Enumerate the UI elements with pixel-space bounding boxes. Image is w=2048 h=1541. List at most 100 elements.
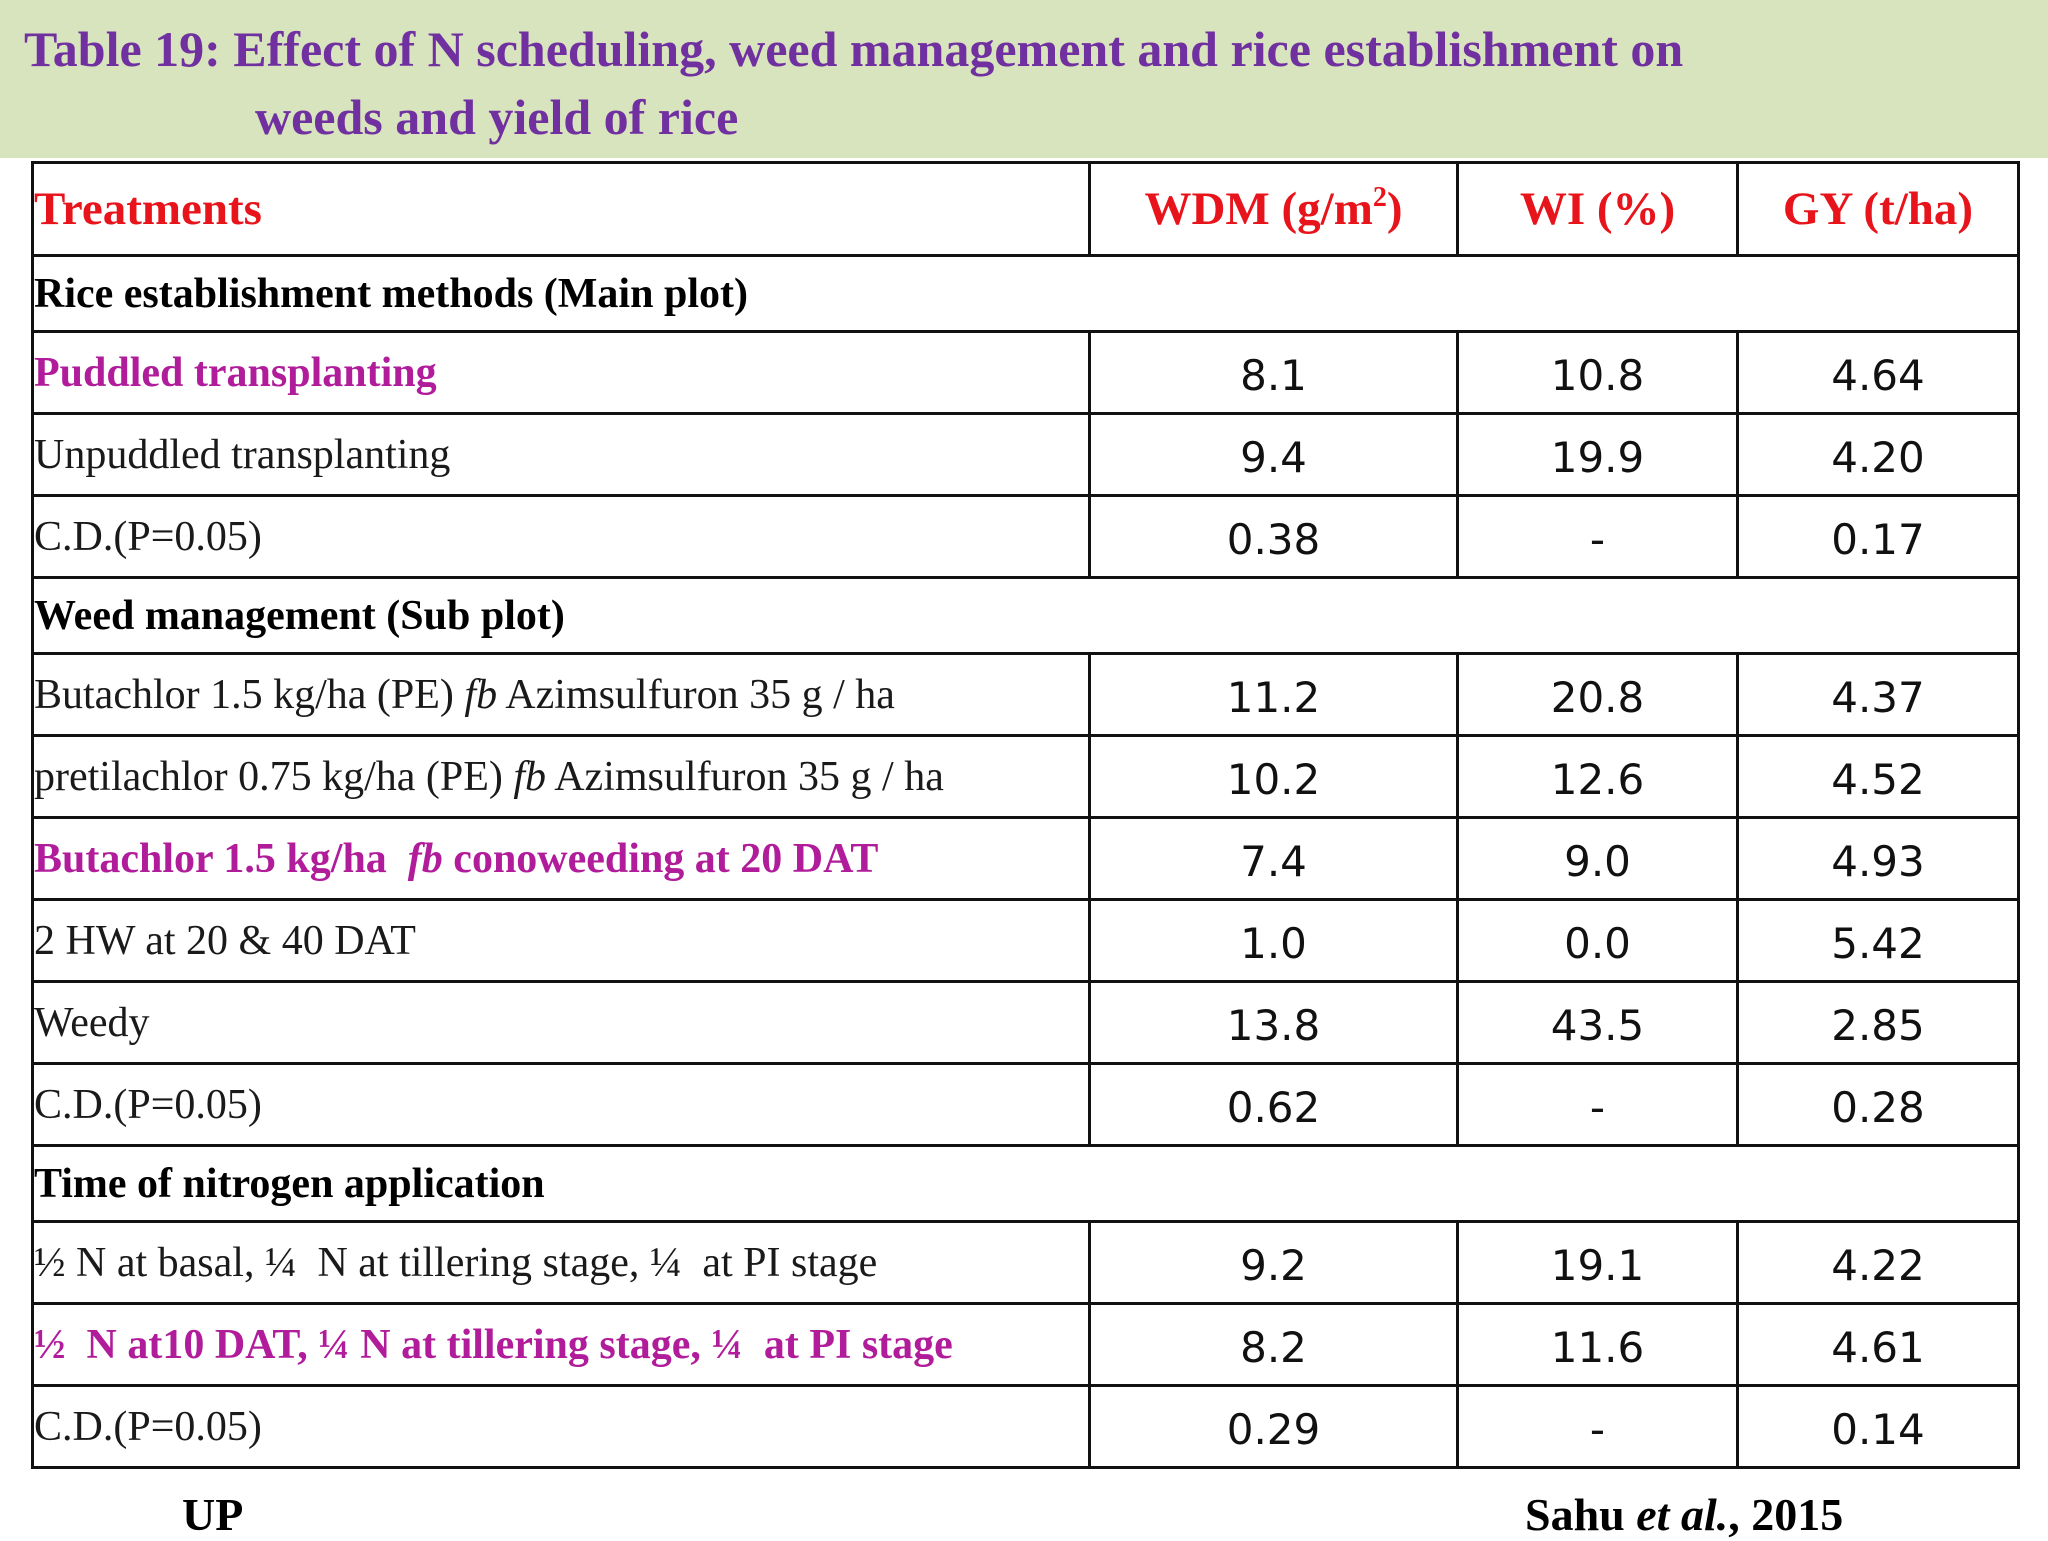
wi-value: 19.9	[1550, 433, 1645, 482]
wi-value-cell: 19.9	[1456, 412, 1739, 497]
wdm-value: 8.1	[1240, 351, 1307, 400]
wi-value-cell: 11.6	[1456, 1302, 1739, 1387]
wdm-value: 7.4	[1240, 837, 1307, 886]
wdm-value: 0.38	[1226, 515, 1321, 564]
gy-value: 4.20	[1831, 433, 1925, 482]
wi-value-cell: -	[1456, 1384, 1739, 1469]
table-row: C.D.(P=0.05) 0.62 - 0.28	[31, 1062, 2020, 1147]
treatment-label: Weedy	[31, 980, 1091, 1065]
section-row: Rice establishment methods (Main plot)	[31, 254, 2020, 333]
citation-year: , 2015	[1728, 1489, 1844, 1540]
wdm-value-cell: 11.2	[1088, 652, 1459, 737]
wi-value-cell: 10.8	[1456, 330, 1739, 415]
treatment-label-part: Azimsulfuron 35 g / ha	[546, 753, 944, 800]
wdm-value-cell: 9.2	[1088, 1220, 1459, 1305]
gy-value-cell: 4.22	[1736, 1220, 2020, 1305]
treatment-label: ½ N at10 DAT, ¼ N at tillering stage, ¼ …	[31, 1302, 1091, 1387]
table-row: ½ N at basal, ¼ N at tillering stage, ¼ …	[31, 1220, 2020, 1305]
wdm-value: 13.8	[1226, 1001, 1321, 1050]
table-row: Unpuddled transplanting 9.4 19.9 4.20	[31, 412, 2020, 497]
gy-value: 4.64	[1831, 351, 1925, 400]
treatment-label: pretilachlor 0.75 kg/ha (PE) fb Azimsulf…	[31, 734, 1091, 819]
table-row: C.D.(P=0.05) 0.38 - 0.17	[31, 494, 2020, 579]
table-title-line-1: Table 19: Effect of N scheduling, weed m…	[24, 21, 1684, 77]
gy-value: 0.17	[1831, 515, 1925, 564]
gy-value-cell: 0.28	[1736, 1062, 2020, 1147]
treatment-label-part: pretilachlor 0.75 kg/ha (PE)	[34, 753, 514, 800]
treatment-label-fb: fb	[464, 671, 498, 718]
gy-value-cell: 2.85	[1736, 980, 2020, 1065]
treatment-label-part: conoweeding at 20 DAT	[442, 835, 879, 882]
treatment-label: Butachlor 1.5 kg/ha fb conoweeding at 20…	[31, 816, 1091, 901]
gy-value: 0.28	[1831, 1083, 1925, 1132]
treatment-label: Puddled transplanting	[31, 330, 1091, 415]
wdm-value-cell: 8.1	[1088, 330, 1459, 415]
wi-value-cell: 20.8	[1456, 652, 1739, 737]
wi-value: -	[1589, 1083, 1606, 1132]
wdm-value: 10.2	[1226, 755, 1321, 804]
section-row: Time of nitrogen application	[31, 1144, 2020, 1223]
citation-author: Sahu	[1525, 1489, 1637, 1540]
gy-value-cell: 4.64	[1736, 330, 2020, 415]
treatment-label: C.D.(P=0.05)	[31, 1062, 1091, 1147]
wi-value: -	[1589, 1405, 1606, 1454]
wdm-value-cell: 0.38	[1088, 494, 1459, 579]
table-row: Butachlor 1.5 kg/ha fb conoweeding at 20…	[31, 816, 2020, 901]
header-wdm-text: WDM (g/m	[1144, 183, 1373, 235]
title-banner: Table 19: Effect of N scheduling, weed m…	[0, 0, 2048, 158]
table-row: 2 HW at 20 & 40 DAT 1.0 0.0 5.42	[31, 898, 2020, 983]
table-title-line-2: weeds and yield of rice	[255, 89, 739, 145]
treatment-label: ½ N at basal, ¼ N at tillering stage, ¼ …	[31, 1220, 1091, 1305]
wi-value-cell: -	[1456, 1062, 1739, 1147]
gy-value-cell: 4.52	[1736, 734, 2020, 819]
wi-value: 20.8	[1550, 673, 1645, 722]
wi-value: 0.0	[1564, 919, 1631, 968]
wdm-value-cell: 9.4	[1088, 412, 1459, 497]
treatment-label-part: Butachlor 1.5 kg/ha (PE)	[34, 671, 465, 718]
wi-value: 11.6	[1550, 1323, 1645, 1372]
treatment-label-part: Azimsulfuron 35 g / ha	[497, 671, 895, 718]
table-row: Butachlor 1.5 kg/ha (PE) fb Azimsulfuron…	[31, 652, 2020, 737]
treatment-label: Butachlor 1.5 kg/ha (PE) fb Azimsulfuron…	[31, 652, 1091, 737]
citation-et-al: et al.	[1636, 1489, 1729, 1540]
wdm-value: 9.2	[1240, 1241, 1307, 1290]
gy-value: 0.14	[1831, 1405, 1925, 1454]
section-title: Time of nitrogen application	[31, 1144, 2020, 1223]
header-gy: GY (t/ha)	[1736, 161, 2020, 257]
wdm-value: 0.29	[1226, 1405, 1321, 1454]
wdm-value: 9.4	[1240, 433, 1307, 482]
gy-value-cell: 4.93	[1736, 816, 2020, 901]
wdm-value-cell: 0.29	[1088, 1384, 1459, 1469]
treatment-label-fb: fb	[513, 753, 547, 800]
table-row: pretilachlor 0.75 kg/ha (PE) fb Azimsulf…	[31, 734, 2020, 819]
wdm-value-cell: 8.2	[1088, 1302, 1459, 1387]
wdm-value-cell: 10.2	[1088, 734, 1459, 819]
results-table: Treatments WDM (g/m2) WI (%) GY (t/ha) R…	[31, 161, 2020, 1469]
gy-value: 4.93	[1831, 837, 1925, 886]
wdm-value-cell: 7.4	[1088, 816, 1459, 901]
wi-value: 43.5	[1550, 1001, 1645, 1050]
wi-value: 19.1	[1550, 1241, 1645, 1290]
gy-value: 4.22	[1831, 1241, 1925, 1290]
gy-value-cell: 0.14	[1736, 1384, 2020, 1469]
header-wdm-superscript: 2	[1372, 182, 1387, 213]
footer-citation: Sahu et al., 2015	[1525, 1488, 1843, 1541]
wi-value: -	[1589, 515, 1606, 564]
treatment-label-part: Butachlor 1.5 kg/ha	[34, 835, 408, 882]
table-row: Puddled transplanting 8.1 10.8 4.64	[31, 330, 2020, 415]
header-wi: WI (%)	[1456, 161, 1739, 257]
header-treatments: Treatments	[31, 161, 1091, 257]
gy-value: 2.85	[1831, 1001, 1925, 1050]
gy-value-cell: 4.37	[1736, 652, 2020, 737]
gy-value: 4.61	[1831, 1323, 1925, 1372]
wi-value-cell: 43.5	[1456, 980, 1739, 1065]
treatment-label: 2 HW at 20 & 40 DAT	[31, 898, 1091, 983]
wdm-value: 8.2	[1240, 1323, 1307, 1372]
wi-value: 12.6	[1550, 755, 1645, 804]
table-row: Weedy 13.8 43.5 2.85	[31, 980, 2020, 1065]
wi-value-cell: 12.6	[1456, 734, 1739, 819]
wdm-value: 11.2	[1226, 673, 1321, 722]
gy-value-cell: 0.17	[1736, 494, 2020, 579]
treatment-label: C.D.(P=0.05)	[31, 494, 1091, 579]
header-wdm-close: )	[1386, 183, 1403, 235]
